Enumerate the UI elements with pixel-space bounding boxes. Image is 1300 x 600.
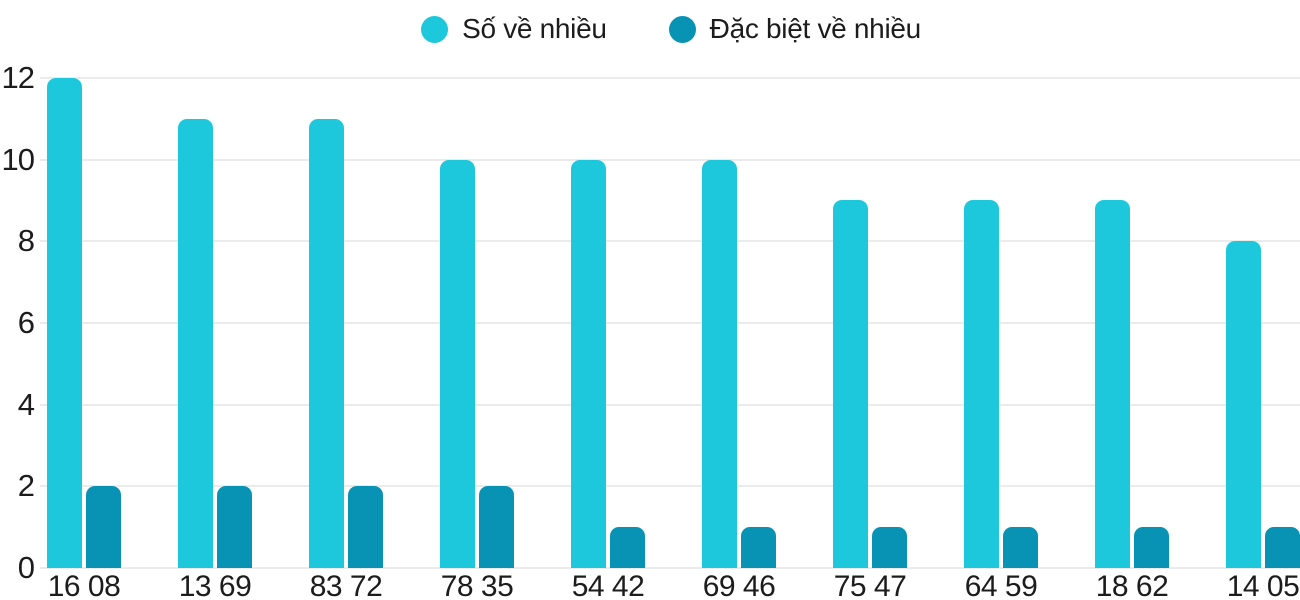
- x-axis-category-label: 18 62: [1095, 570, 1169, 600]
- bar-primary-78-35: [440, 159, 475, 568]
- gridline-y-12: [40, 76, 1300, 79]
- bar-primary-14-05: [1226, 241, 1261, 568]
- bar-special-54-42: [610, 527, 645, 568]
- y-axis-tick-label: 12: [1, 59, 35, 95]
- legend-dot-icon: [421, 15, 449, 43]
- x-axis-category-label: 14 05: [1226, 570, 1300, 600]
- bar-special-16-08: [86, 486, 121, 568]
- x-axis-category-label: 69 46: [702, 570, 776, 600]
- x-axis-category-label: 64 59: [964, 570, 1038, 600]
- bar-primary-13-69: [178, 118, 213, 568]
- y-axis-tick-label: 8: [17, 223, 35, 259]
- gridline-y-10: [40, 158, 1300, 161]
- y-axis-tick-label: 0: [17, 550, 35, 585]
- gridline-y-4: [40, 403, 1300, 406]
- x-axis-category-label: 78 35: [440, 570, 514, 600]
- bar-special-18-62: [1134, 527, 1169, 568]
- legend-item-so-ve-nhieu[interactable]: Số về nhiều: [421, 13, 607, 45]
- y-axis-tick-label: 6: [17, 304, 35, 340]
- x-axis-category-label: 75 47: [833, 570, 907, 600]
- x-axis-category-label: 16 08: [47, 570, 121, 600]
- legend-label: Đặc biệt về nhiều: [709, 13, 922, 44]
- y-axis-tick-label: 10: [1, 141, 35, 177]
- bar-special-14-05: [1265, 527, 1300, 568]
- bar-primary-64-59: [964, 200, 999, 568]
- bar-special-69-46: [741, 527, 776, 568]
- bar-special-78-35: [479, 486, 514, 568]
- bar-primary-54-42: [571, 159, 606, 568]
- gridline-y-2: [40, 485, 1300, 488]
- chart-legend: Số về nhiều Đặc biệt về nhiều: [0, 8, 1300, 50]
- bar-special-64-59: [1003, 527, 1038, 568]
- x-axis-category-label: 13 69: [178, 570, 252, 600]
- bar-primary-16-08: [47, 77, 82, 568]
- bar-special-75-47: [872, 527, 907, 568]
- legend-label: Số về nhiều: [462, 13, 607, 44]
- gridline-y-6: [40, 321, 1300, 324]
- legend-dot-icon: [668, 15, 696, 43]
- gridline-y-8: [40, 240, 1300, 243]
- bar-special-83-72: [348, 486, 383, 568]
- x-axis-category-label: 54 42: [571, 570, 645, 600]
- bar-primary-18-62: [1095, 200, 1130, 568]
- y-axis-tick-label: 4: [17, 386, 35, 422]
- x-axis-category-label: 83 72: [309, 570, 383, 600]
- bar-primary-69-46: [702, 159, 737, 568]
- bar-primary-75-47: [833, 200, 868, 568]
- bar-special-13-69: [217, 486, 252, 568]
- legend-item-dac-biet-ve-nhieu[interactable]: Đặc biệt về nhiều: [668, 13, 922, 45]
- y-axis-tick-label: 2: [17, 468, 35, 504]
- bar-primary-83-72: [309, 118, 344, 568]
- gridline-y-0: [40, 567, 1300, 569]
